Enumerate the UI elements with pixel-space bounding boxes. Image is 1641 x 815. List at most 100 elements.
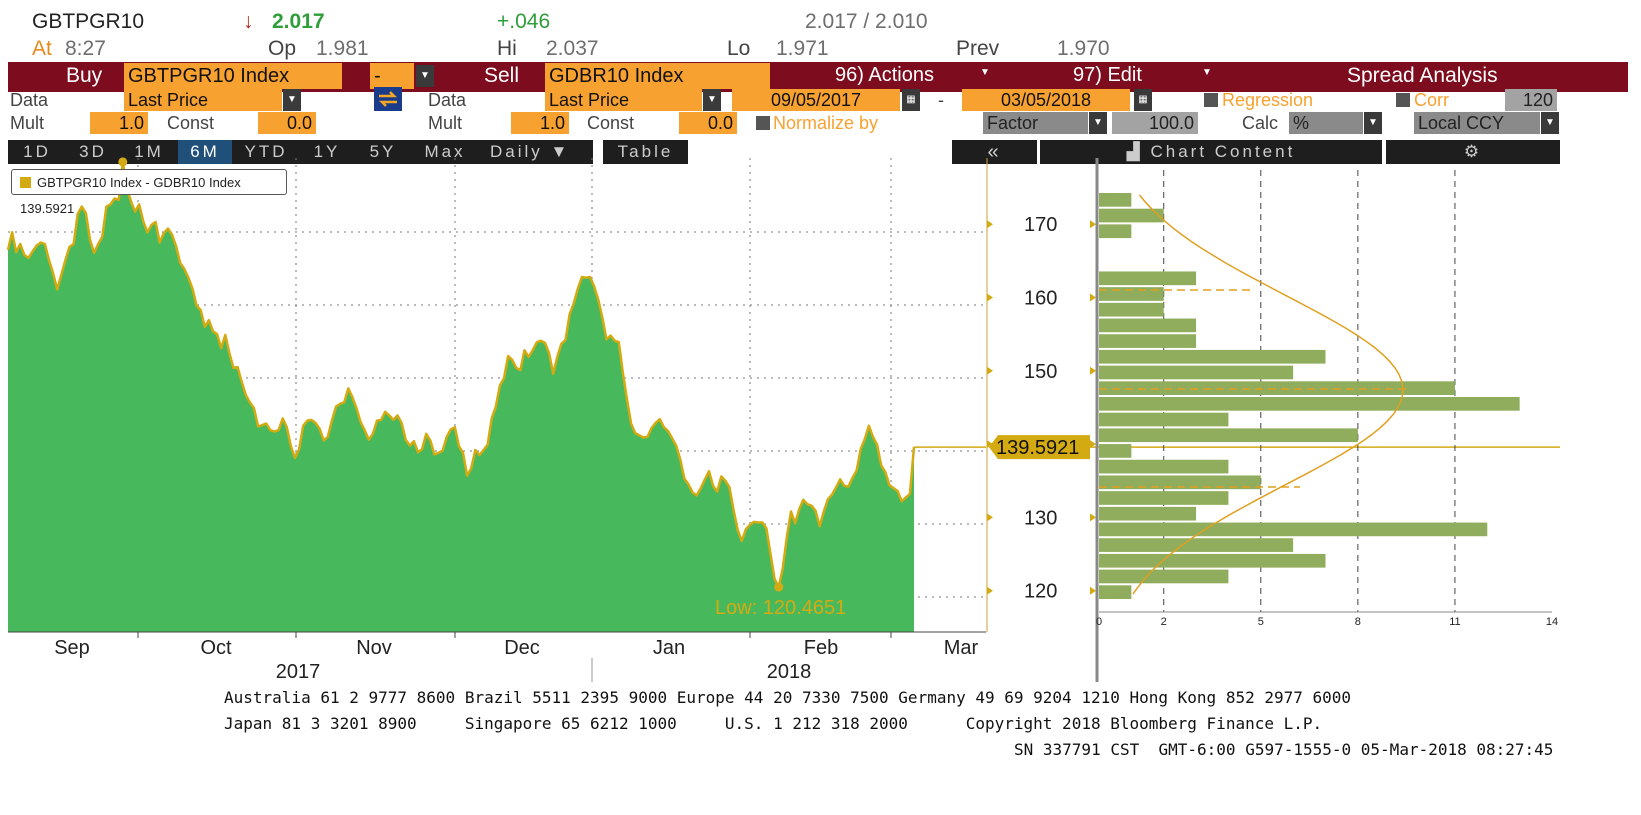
buy-data-field[interactable]: Last Price (124, 89, 282, 111)
range-button-max[interactable]: Max (424, 142, 466, 161)
sell-mult-label: Mult (428, 113, 463, 133)
corr-label: Corr (1414, 90, 1449, 110)
y-tick-mark (987, 220, 993, 229)
high-label: Hi (497, 37, 517, 60)
buy-data-dropdown-icon[interactable]: ▼ (283, 89, 301, 111)
frequency-select[interactable]: Daily ▼ (490, 142, 571, 161)
table-button[interactable]: Table (617, 142, 674, 161)
normalize-label: Normalize by (773, 113, 879, 133)
hist-x-tick-label: 11 (1449, 616, 1460, 628)
sell-mult-field[interactable]: 1.0 (511, 112, 569, 134)
buy-security-input[interactable]: GBTPGR10 Index (124, 63, 342, 89)
histogram-bar (1099, 349, 1326, 364)
sell-const-label: Const (587, 113, 635, 133)
year-label: 2018 (767, 661, 812, 683)
range-button-5y[interactable]: 5Y (369, 142, 397, 161)
low-value: 1.971 (776, 37, 829, 60)
start-date-field[interactable]: 09/05/2017 (732, 89, 900, 111)
range-button-1m[interactable]: 1M (134, 142, 164, 161)
hist-y-tick-mark (1090, 220, 1096, 229)
high-marker (118, 157, 128, 167)
range-button-ytd[interactable]: YTD (244, 142, 288, 161)
currency-dropdown-icon[interactable]: ▼ (1541, 112, 1559, 134)
histogram-bar (1099, 475, 1261, 490)
hist-y-tick-mark (1090, 366, 1096, 375)
calendar-icon[interactable]: ▦ (902, 89, 920, 111)
x-tick-label: Jan (653, 637, 685, 659)
sell-label: Sell (484, 64, 520, 87)
chart-icon: ▟ (1126, 142, 1143, 161)
currency-select[interactable]: Local CCY (1414, 112, 1540, 134)
range-button-1d[interactable]: 1D (23, 142, 51, 161)
series-line (6, 160, 916, 589)
series-area (8, 161, 914, 632)
prev-value: 1.970 (1057, 37, 1110, 60)
histogram-bar (1099, 224, 1132, 239)
footer-contacts-2: Japan 81 3 3201 8900 Singapore 65 6212 1… (224, 714, 1323, 733)
histogram-bar (1099, 412, 1229, 427)
actions-chevron-icon[interactable]: ▼ (980, 67, 990, 78)
footer-contacts-1: Australia 61 2 9777 8600 Brazil 5511 239… (224, 688, 1352, 707)
at-label: At (32, 37, 52, 60)
buy-label: Buy (66, 64, 103, 87)
histogram-bar (1099, 193, 1132, 207)
corr-checkbox[interactable] (1396, 93, 1410, 107)
factor-dropdown-icon[interactable]: ▼ (1089, 112, 1107, 134)
corr-window-field[interactable]: 120 (1505, 89, 1557, 111)
regression-label: Regression (1222, 90, 1314, 110)
actions-menu[interactable]: 96) Actions (835, 64, 934, 86)
chevron-down-icon[interactable]: ▼ (416, 65, 434, 87)
calc-select[interactable]: % (1289, 112, 1363, 134)
last-value-tag (989, 435, 1090, 460)
sell-data-field[interactable]: Last Price (545, 89, 702, 111)
swap-icon[interactable] (374, 87, 402, 111)
histogram-bar (1099, 302, 1164, 317)
settings-gear-icon[interactable]: ⚙ (1463, 142, 1483, 161)
toolbar-title: Spread Analysis (1347, 64, 1498, 87)
last-price: 2.017 (272, 10, 325, 33)
range-bar (8, 140, 593, 164)
edit-menu[interactable]: 97) Edit (1073, 64, 1142, 86)
y-tick-mark (987, 513, 993, 522)
x-tick-label: Mar (944, 637, 979, 659)
last-value-label: 139.5921 (996, 437, 1079, 459)
sell-const-field[interactable]: 0.0 (679, 112, 737, 134)
quote-time: 8:27 (65, 37, 106, 60)
collapse-button[interactable]: « (987, 141, 1002, 163)
calendar-icon[interactable]: ▦ (1134, 89, 1152, 111)
sell-security-input[interactable]: GDBR10 Index (545, 63, 770, 89)
factor-value-field[interactable]: 100.0 (1112, 112, 1198, 134)
sell-data-dropdown-icon[interactable]: ▼ (703, 89, 721, 111)
regression-checkbox[interactable] (1204, 93, 1218, 107)
operator-select[interactable]: - (370, 63, 414, 89)
histogram-bar (1099, 569, 1229, 584)
range-button-3d[interactable]: 3D (79, 142, 107, 161)
histogram-bar (1099, 444, 1132, 458)
normal-curve (1132, 194, 1404, 595)
y-tick-label: 170 (1024, 214, 1057, 236)
edit-chevron-icon[interactable]: ▼ (1202, 67, 1212, 78)
range-button-1y[interactable]: 1Y (313, 142, 341, 161)
buy-mult-field[interactable]: 1.0 (90, 112, 148, 134)
buy-const-label: Const (167, 113, 215, 133)
histogram-bar (1099, 538, 1294, 552)
normalize-checkbox[interactable] (756, 116, 770, 130)
open-label: Op (268, 37, 297, 60)
hist-x-tick-label: 5 (1258, 616, 1264, 628)
x-tick-label: Oct (200, 637, 232, 659)
histogram-bar (1099, 506, 1197, 521)
footer-session: SN 337791 CST GMT-6:00 G597-1555-0 05-Ma… (1014, 740, 1554, 759)
bid-ask: 2.017 / 2.010 (805, 10, 928, 33)
end-date-field[interactable]: 03/05/2018 (962, 89, 1130, 111)
range-button-6m[interactable]: 6M (178, 140, 232, 164)
y-tick-mark (987, 366, 993, 375)
date-separator: - (938, 90, 944, 110)
histogram-bar (1099, 287, 1164, 301)
factor-select[interactable]: Factor (983, 112, 1088, 134)
chart-content-button[interactable]: ▟ Chart Content (1126, 142, 1296, 161)
sell-data-label: Data (428, 90, 467, 110)
calc-dropdown-icon[interactable]: ▼ (1364, 112, 1382, 134)
down-arrow-icon: ↓ (243, 10, 254, 33)
buy-const-field[interactable]: 0.0 (258, 112, 316, 134)
histogram-bar (1099, 459, 1229, 474)
